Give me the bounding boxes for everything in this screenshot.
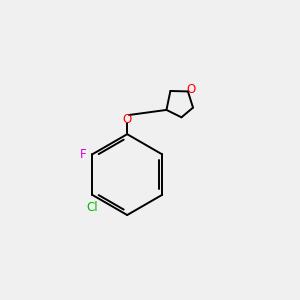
Text: O: O bbox=[186, 83, 195, 96]
Text: F: F bbox=[80, 148, 86, 161]
Text: O: O bbox=[123, 113, 132, 126]
Text: Cl: Cl bbox=[86, 201, 98, 214]
